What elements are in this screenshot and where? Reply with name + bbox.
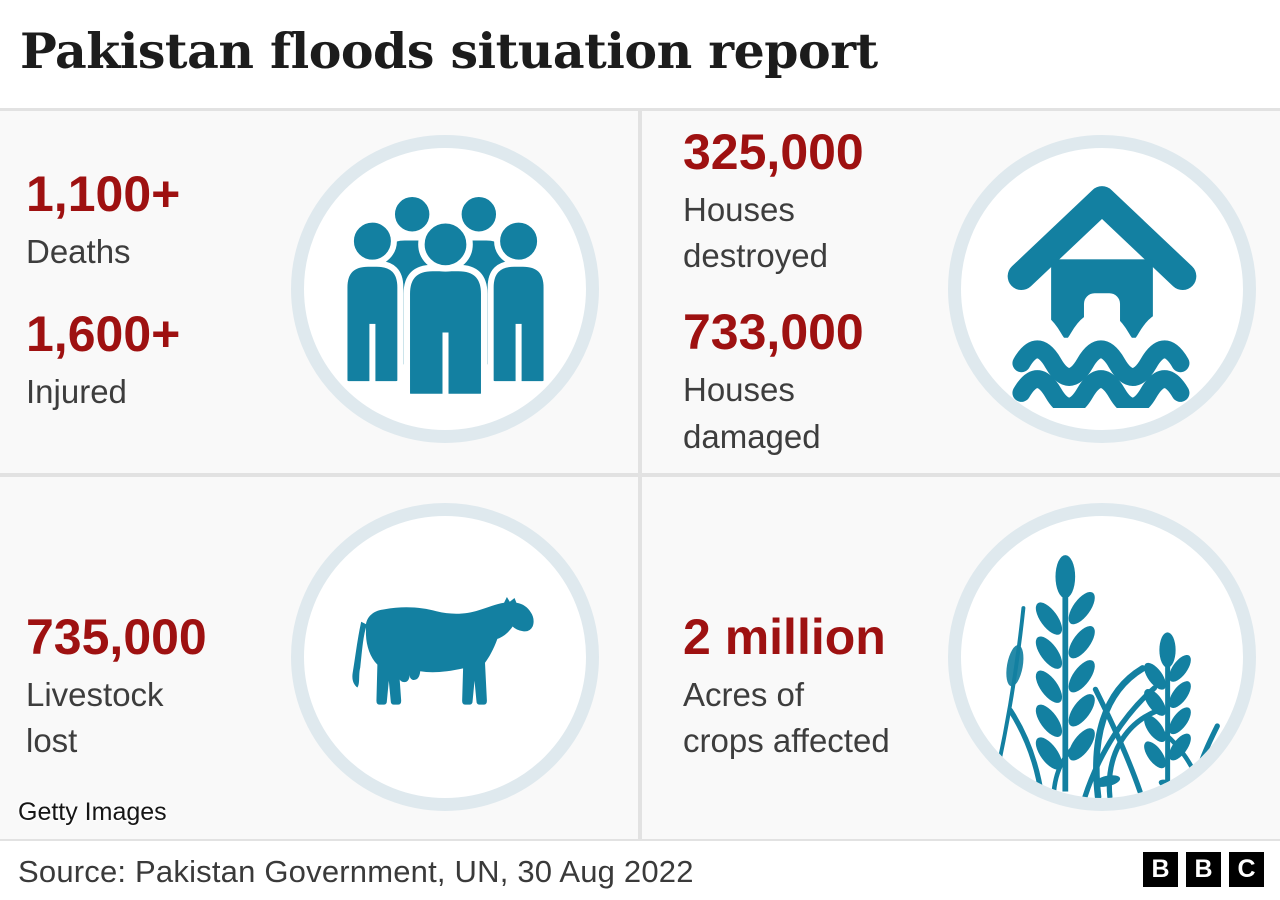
wheat-crops-icon: [996, 555, 1220, 798]
bbc-logo-letter: B: [1143, 852, 1178, 887]
stat-value: 325,000: [683, 124, 864, 180]
source-text: Source: Pakistan Government, UN, 30 Aug …: [18, 854, 694, 889]
bbc-logo-letter: C: [1229, 852, 1264, 887]
people-group-icon: [340, 191, 550, 397]
footer: Source: Pakistan Government, UN, 30 Aug …: [0, 841, 1280, 900]
image-credit: Getty Images: [18, 798, 167, 826]
stat-value: 733,000: [683, 304, 864, 361]
stat-label: Houses damaged: [683, 371, 821, 455]
flooded-house-icon: [1001, 186, 1199, 408]
stat-label: Deaths: [26, 233, 131, 270]
casualties-stats: 1,100+ Deaths 1,600+ Injured: [26, 169, 180, 415]
stat-label: Livestock lost: [26, 676, 164, 760]
icon-circle: [948, 503, 1256, 811]
icon-circle: [948, 135, 1256, 443]
stat-value: 1,100+: [26, 166, 181, 222]
stat-value: 1,600+: [26, 306, 181, 363]
panel-crops: 2 million Acres of crops affected: [642, 477, 1280, 839]
cow-icon: [352, 597, 534, 705]
crops-stats: 2 million Acres of crops affected: [683, 612, 890, 764]
stat-value: 2 million: [683, 609, 886, 665]
icon-circle: [291, 503, 599, 811]
stats-grid: 1,100+ Deaths 1,600+ Injured: [0, 108, 1280, 841]
bbc-logo-letter: B: [1186, 852, 1221, 887]
stat-label: Acres of crops affected: [683, 676, 890, 760]
panel-livestock: 735,000 Livestock lost Getty Images: [0, 477, 638, 839]
page-title: Pakistan floods situation report: [20, 22, 878, 80]
livestock-stats: 735,000 Livestock lost: [26, 612, 207, 764]
icon-circle: [291, 135, 599, 443]
stat-value: 735,000: [26, 609, 207, 665]
panel-houses: 325,000 Houses destroyed 733,000 Houses …: [642, 111, 1280, 473]
stat-label: Houses destroyed: [683, 191, 828, 275]
stat-label: Injured: [26, 373, 127, 411]
houses-stats: 325,000 Houses destroyed 733,000 Houses …: [683, 127, 864, 460]
bbc-logo: B B C: [1143, 852, 1264, 887]
panel-casualties: 1,100+ Deaths 1,600+ Injured: [0, 111, 638, 473]
